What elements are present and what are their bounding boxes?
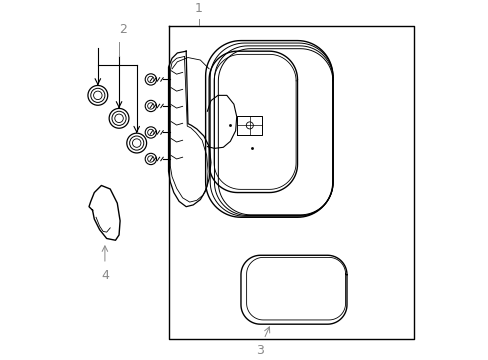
Text: 2: 2 [119,23,126,36]
Text: 3: 3 [256,344,264,357]
Text: 4: 4 [101,269,109,282]
Text: 1: 1 [194,2,202,15]
